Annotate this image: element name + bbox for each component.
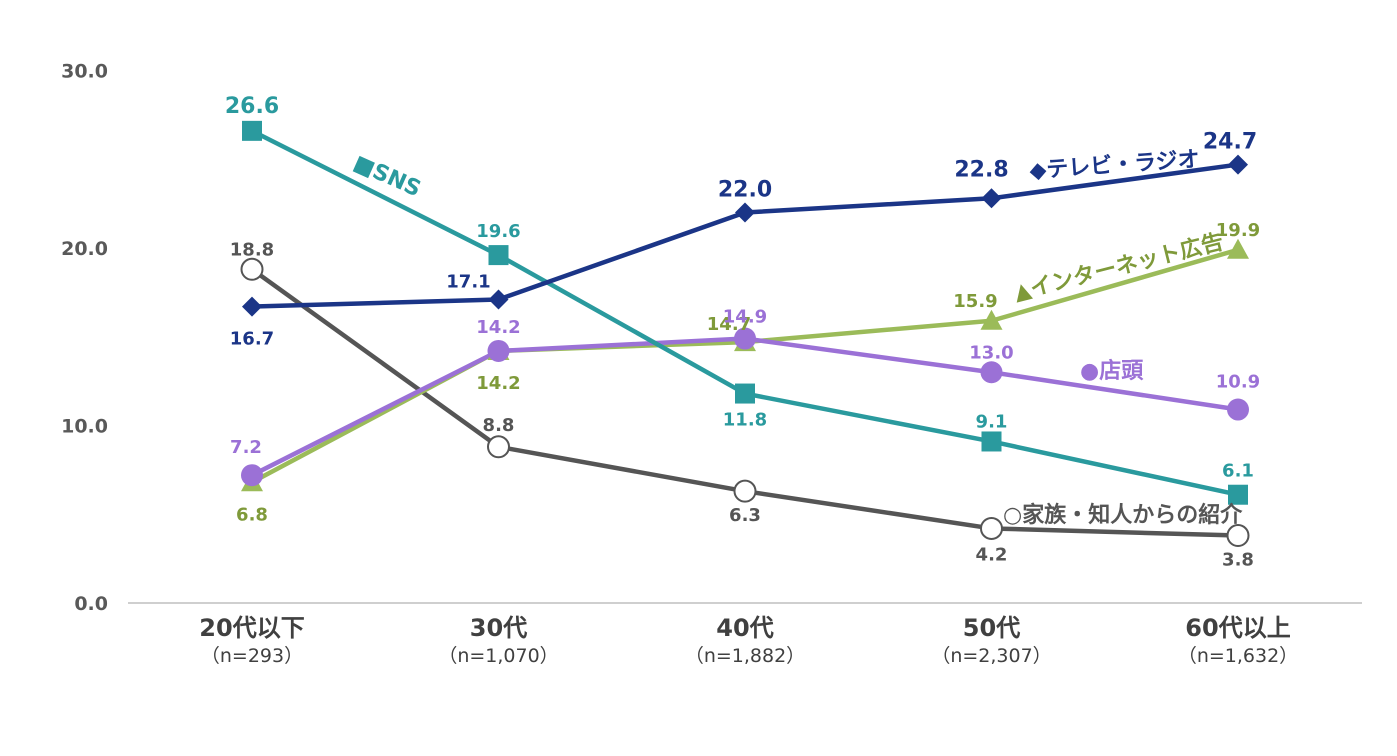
data-label-1-1: 17.1 — [446, 271, 490, 292]
data-label-0-2: 11.8 — [723, 410, 767, 431]
marker-3-3 — [980, 361, 1003, 384]
data-label-0-4: 6.1 — [1222, 461, 1254, 482]
marker-1-1 — [488, 289, 509, 310]
marker-3-2 — [734, 327, 756, 350]
x-category-label: 60代以上 — [1185, 614, 1290, 642]
x-category-sample-size: （n=1,070） — [438, 645, 558, 667]
marker-0-0 — [242, 120, 262, 141]
data-label-4-4: 3.8 — [1222, 550, 1254, 571]
marker-1-4 — [1228, 154, 1248, 175]
series-name-label-4: ○家族・知人からの紹介 — [1003, 502, 1243, 528]
x-category-sample-size: （n=293） — [201, 645, 303, 667]
y-tick-label: 20.0 — [61, 238, 108, 260]
axes: 0.0 10.0 20.0 30.0 20代以下 （n=293） 30代 （n=1,070） 4… — [61, 61, 1362, 667]
series-name-label-2: ▲インターネット広告 — [1011, 229, 1226, 306]
y-tick-label: 10.0 — [61, 416, 108, 438]
y-tick-label: 30.0 — [61, 61, 108, 83]
x-category-label: 50代 — [963, 614, 1020, 642]
series-name-label-3: ●店頭 — [1080, 359, 1144, 384]
data-label-4-3: 4.2 — [976, 544, 1008, 565]
data-label-0-3: 9.1 — [976, 411, 1008, 432]
marker-3-0 — [241, 464, 263, 487]
series-name-label-1: ◆テレビ・ラジオ — [1029, 147, 1201, 184]
data-label-4-0: 18.8 — [230, 239, 274, 260]
marker-0-2 — [735, 383, 755, 404]
marker-2-4 — [1227, 238, 1249, 259]
marker-0-3 — [981, 431, 1002, 452]
series-markers — [240, 120, 1250, 548]
marker-2-3 — [980, 309, 1003, 330]
marker-4-3 — [980, 516, 1003, 540]
data-label-1-3: 22.8 — [954, 157, 1008, 182]
data-labels: 18.8 8.8 6.3 4.2 3.8 6.8 14.2 14.7 15.9 19.9 7.2 14… — [225, 94, 1260, 571]
marker-1-3 — [981, 188, 1002, 209]
data-label-1-2: 22.0 — [718, 178, 772, 203]
data-label-4-1: 8.8 — [483, 415, 515, 436]
data-label-4-2: 6.3 — [729, 505, 761, 526]
marker-4-1 — [487, 435, 510, 459]
data-label-2-2: 14.7 — [707, 314, 751, 335]
marker-1-2 — [735, 202, 755, 223]
data-label-3-3: 13.0 — [969, 342, 1013, 363]
x-category-label: 30代 — [470, 614, 527, 642]
series-name-label-0: ■SNS — [350, 151, 425, 203]
data-label-0-0: 26.6 — [225, 94, 279, 119]
x-category-label: 40代 — [716, 614, 773, 642]
data-label-1-4: 24.7 — [1203, 130, 1257, 155]
data-label-3-2: 14.9 — [723, 307, 767, 328]
data-label-0-1: 19.6 — [476, 221, 520, 242]
data-label-2-4: 19.9 — [1216, 220, 1260, 241]
marker-0-1 — [488, 245, 509, 266]
x-category-sample-size: （n=1,882） — [685, 645, 805, 667]
marker-4-0 — [240, 257, 264, 281]
data-label-2-1: 14.2 — [476, 373, 520, 394]
data-label-3-0: 7.2 — [230, 437, 262, 458]
data-label-1-0: 16.7 — [230, 329, 274, 350]
x-category-sample-size: （n=2,307） — [931, 645, 1051, 667]
marker-4-2 — [733, 479, 757, 503]
marker-1-0 — [242, 296, 262, 317]
marker-3-4 — [1227, 398, 1249, 421]
marker-0-4 — [1228, 484, 1248, 505]
marker-3-1 — [487, 339, 510, 362]
data-label-3-4: 10.9 — [1216, 372, 1260, 393]
data-label-2-0: 6.8 — [236, 504, 268, 525]
data-label-3-1: 14.2 — [476, 317, 520, 338]
x-category-sample-size: （n=1,632） — [1178, 645, 1298, 667]
y-tick-label: 0.0 — [74, 593, 108, 615]
x-category-label: 20代以下 — [199, 614, 304, 642]
data-label-2-3: 15.9 — [953, 291, 997, 312]
marker-4-4 — [1226, 524, 1250, 548]
